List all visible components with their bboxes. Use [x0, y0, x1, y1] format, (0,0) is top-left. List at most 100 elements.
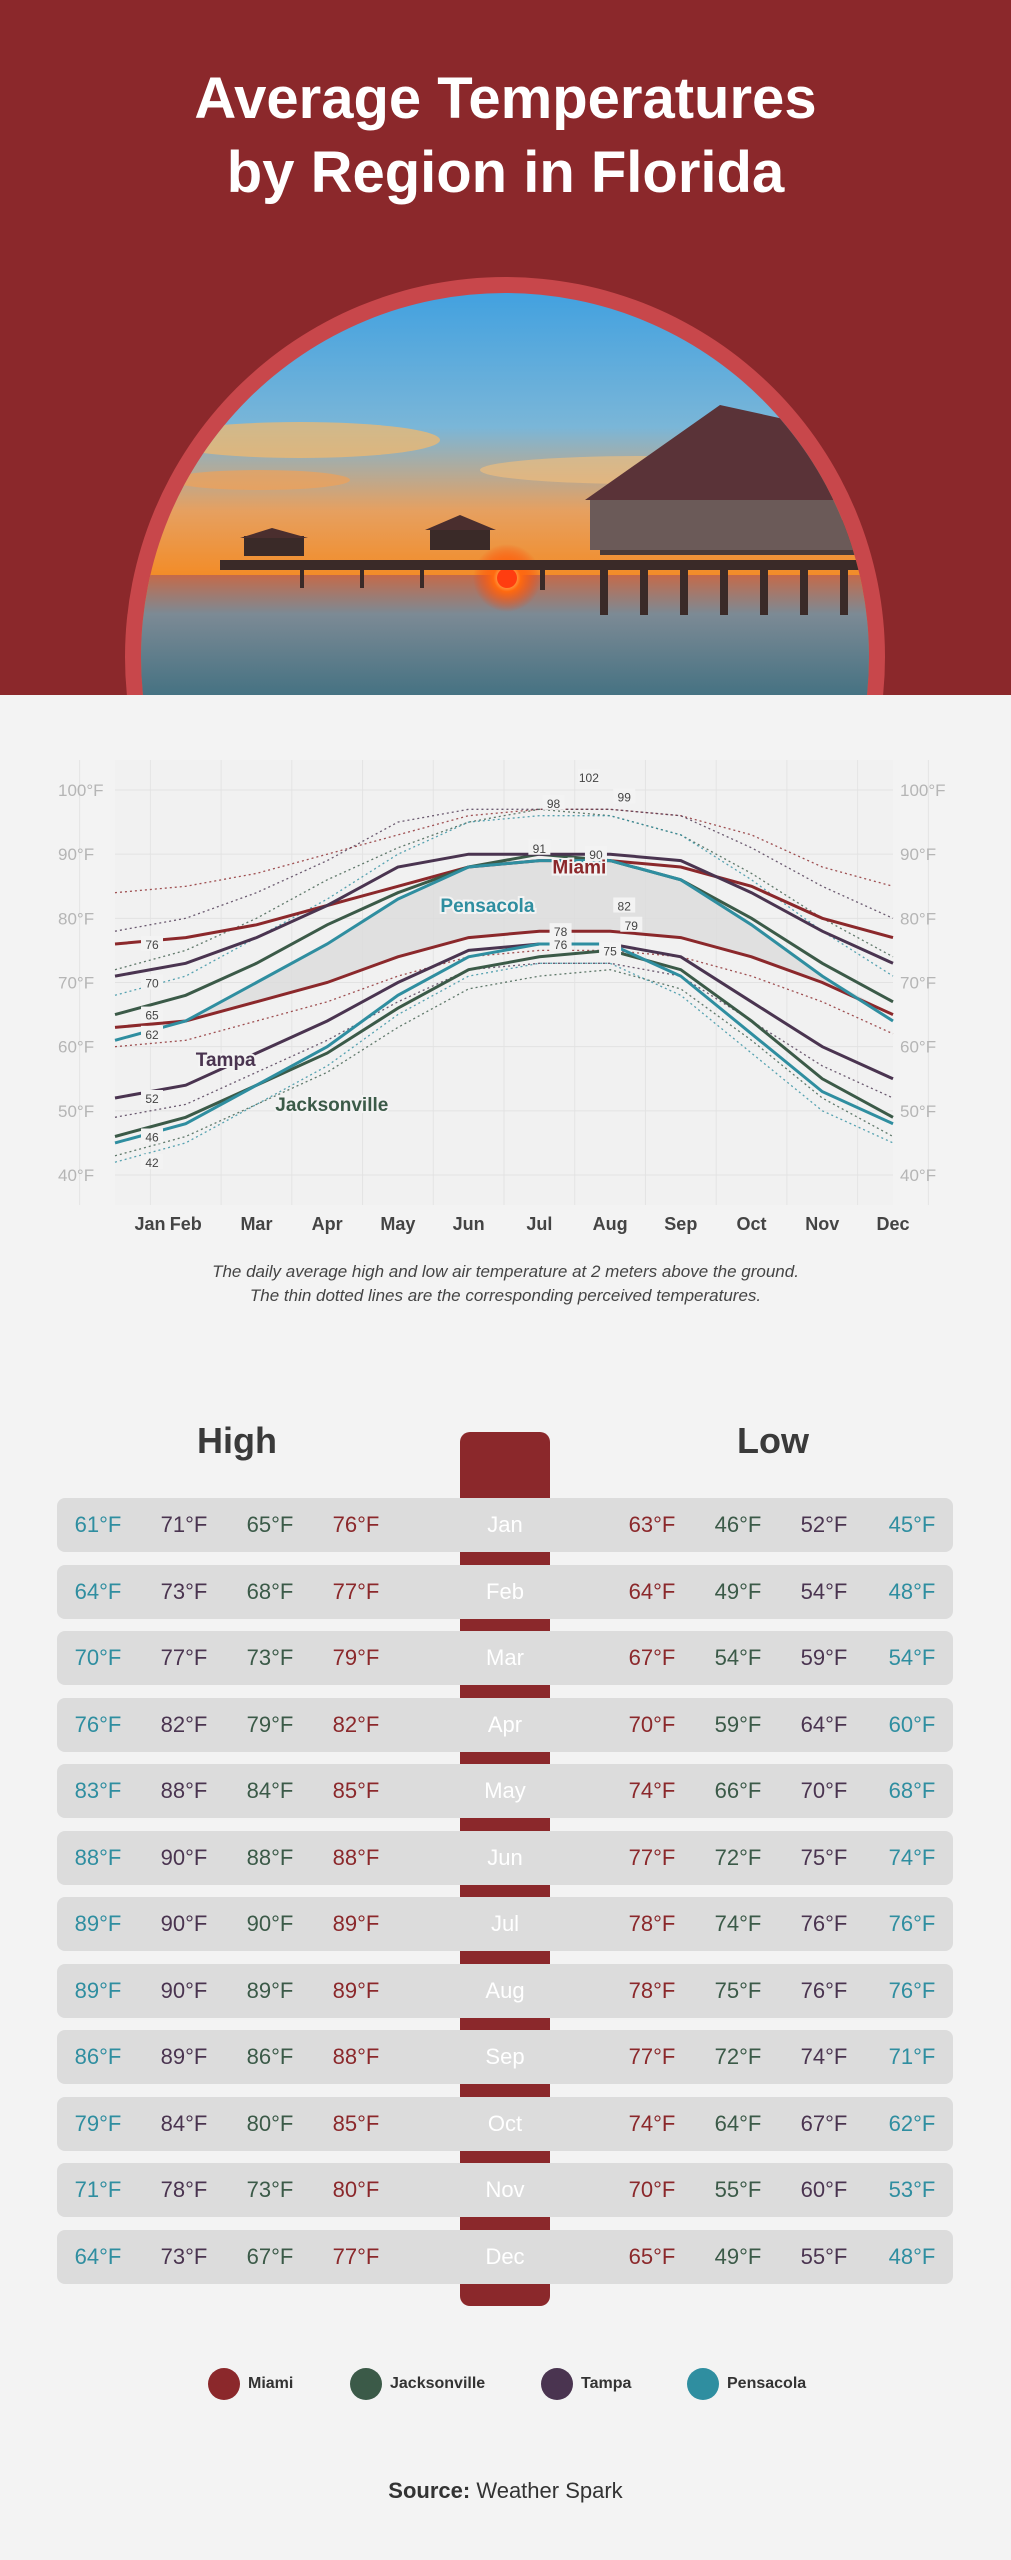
- y-tick-label-left: 100°F: [58, 781, 104, 800]
- source-value: Weather Spark: [476, 2478, 623, 2503]
- perceived-line-tampa-low: [114, 962, 894, 1118]
- high-cell-miami: 82°F: [332, 1711, 380, 1737]
- table-row: 64°F 73°F 68°F 77°F Feb 64°F 49°F 54°F 48°F: [57, 1564, 953, 1619]
- high-cell-pensacola: 64°F: [74, 2243, 122, 2269]
- point-label: 46: [145, 1131, 159, 1145]
- low-cell-jacksonville: 59°F: [714, 1711, 762, 1737]
- high-cell-pensacola: 89°F: [74, 1911, 122, 1936]
- month-label: Mar: [486, 1645, 524, 1670]
- month-label: Jul: [490, 1911, 520, 1936]
- legend-swatch-miami: [208, 2368, 240, 2400]
- table-row: 86°F 89°F 86°F 88°F Sep 77°F 72°F 74°F 71°F: [57, 2030, 953, 2084]
- high-cell-tampa: 90°F: [160, 1844, 208, 1870]
- line-pensacola-high: [114, 859, 894, 1042]
- high-cell-pensacola: 83°F: [74, 1778, 122, 1803]
- y-tick-label-left: 90°F: [58, 845, 94, 864]
- high-cell-miami: 77°F: [332, 2243, 380, 2269]
- high-cell-miami: 89°F: [332, 1911, 380, 1936]
- low-cell-pensacola: 71°F: [888, 2044, 936, 2069]
- chart-caption-line-1: The daily average high and low air tempe…: [212, 1262, 799, 1281]
- low-cell-jacksonville: 55°F: [714, 2177, 762, 2202]
- high-cell-pensacola: 64°F: [74, 1578, 122, 1604]
- perceived-line-pensacola-low: [114, 962, 894, 1163]
- high-cell-tampa: 90°F: [160, 1977, 208, 2003]
- high-cell-jacksonville: 88°F: [246, 1844, 294, 1870]
- month-label: Dec: [485, 2243, 525, 2269]
- table-row: 88°F 90°F 88°F 88°F Jun 77°F 72°F 75°F 74°F: [57, 1830, 953, 1885]
- point-label: 52: [145, 1092, 159, 1106]
- high-cell-jacksonville: 67°F: [246, 2243, 294, 2269]
- chart-caption-line-2: The thin dotted lines are the correspond…: [249, 1286, 762, 1305]
- low-cell-pensacola: 45°F: [888, 1512, 936, 1537]
- point-label: 76: [554, 938, 568, 952]
- point-label-bg: [542, 794, 565, 810]
- point-label: 102: [579, 771, 599, 785]
- x-tick-label: Nov: [805, 1214, 839, 1234]
- legend-swatch-jacksonville: [350, 2368, 382, 2400]
- high-cell-jacksonville: 65°F: [246, 1512, 294, 1537]
- x-tick-label: May: [380, 1214, 415, 1234]
- point-label: 76: [145, 938, 159, 952]
- low-cell-miami: 65°F: [628, 2243, 676, 2269]
- source-credit: Source: Weather Spark: [0, 2478, 1011, 2504]
- high-cell-pensacola: 89°F: [74, 1977, 122, 2003]
- x-tick-label: Aug: [593, 1214, 628, 1234]
- high-cell-miami: 89°F: [332, 1977, 380, 2003]
- month-label: Aug: [485, 1977, 525, 2003]
- point-label: 82: [618, 900, 632, 914]
- perceived-line-jacksonville-high: [114, 808, 894, 971]
- high-cell-jacksonville: 90°F: [246, 1911, 294, 1936]
- x-tick-label: Jan: [134, 1214, 165, 1234]
- point-label: 42: [145, 1156, 159, 1170]
- point-label: 70: [145, 977, 159, 991]
- point-label-bg: [141, 974, 163, 990]
- page-title-line-2: by Region in Florida: [226, 140, 785, 205]
- table-row: 79°F 84°F 80°F 85°F Oct 74°F 64°F 67°F 62°F: [57, 2096, 953, 2151]
- point-label-bg: [141, 1128, 163, 1144]
- x-tick-label: Oct: [737, 1214, 767, 1234]
- high-cell-jacksonville: 73°F: [246, 1645, 294, 1670]
- high-cell-pensacola: 79°F: [74, 2110, 122, 2136]
- series-label-pensacola: Pensacola: [440, 896, 534, 917]
- low-cell-pensacola: 48°F: [888, 2243, 936, 2269]
- high-cell-jacksonville: 68°F: [246, 1578, 294, 1604]
- x-tick-label: Feb: [170, 1214, 202, 1234]
- low-cell-pensacola: 62°F: [888, 2110, 936, 2136]
- low-cell-miami: 74°F: [628, 1778, 676, 1803]
- legend-label-pensacola: Pensacola: [727, 2375, 807, 2392]
- high-cell-miami: 85°F: [332, 2110, 380, 2136]
- temperature-chart-svg: 100°F 100°F 90°F 90°F 80°F 80°F 70°F 70°F 60°F 60…: [58, 760, 946, 1234]
- month-label: May: [484, 1778, 526, 1803]
- month-label: Jun: [487, 1844, 523, 1870]
- point-label-bg: [528, 839, 551, 855]
- high-cell-tampa: 84°F: [160, 2110, 208, 2136]
- low-cell-jacksonville: 72°F: [714, 1844, 762, 1870]
- series-label-jacksonville: Jacksonville: [275, 1095, 388, 1116]
- y-tick-label-right: 60°F: [900, 1038, 936, 1057]
- point-label-bg: [620, 916, 643, 932]
- high-cell-pensacola: 71°F: [74, 2177, 122, 2202]
- page-title-line-1: Average Temperatures: [194, 66, 817, 131]
- low-cell-jacksonville: 64°F: [714, 2110, 762, 2136]
- low-cell-miami: 74°F: [628, 2110, 676, 2136]
- low-cell-miami: 77°F: [628, 2044, 676, 2069]
- high-cell-tampa: 88°F: [160, 1778, 208, 1803]
- y-tick-label-right: 50°F: [900, 1102, 936, 1121]
- low-cell-pensacola: 76°F: [888, 1977, 936, 2003]
- low-cell-miami: 67°F: [628, 1645, 676, 1670]
- legend-swatch-tampa: [541, 2368, 573, 2400]
- high-column-title: High: [197, 1420, 277, 1461]
- low-cell-miami: 63°F: [628, 1512, 676, 1537]
- high-cell-tampa: 73°F: [160, 2243, 208, 2269]
- high-cell-miami: 79°F: [332, 1645, 380, 1670]
- low-column-title: Low: [737, 1420, 809, 1461]
- high-cell-pensacola: 61°F: [74, 1512, 122, 1537]
- low-cell-tampa: 64°F: [800, 1711, 848, 1737]
- table-row: 70°F 77°F 73°F 79°F Mar 67°F 54°F 59°F 54°F: [57, 1631, 953, 1685]
- point-label: 79: [625, 919, 639, 933]
- high-cell-tampa: 82°F: [160, 1711, 208, 1737]
- low-cell-pensacola: 48°F: [888, 1578, 936, 1604]
- low-cell-tampa: 59°F: [800, 1645, 848, 1670]
- low-cell-tampa: 60°F: [800, 2177, 848, 2202]
- low-cell-miami: 77°F: [628, 1844, 676, 1870]
